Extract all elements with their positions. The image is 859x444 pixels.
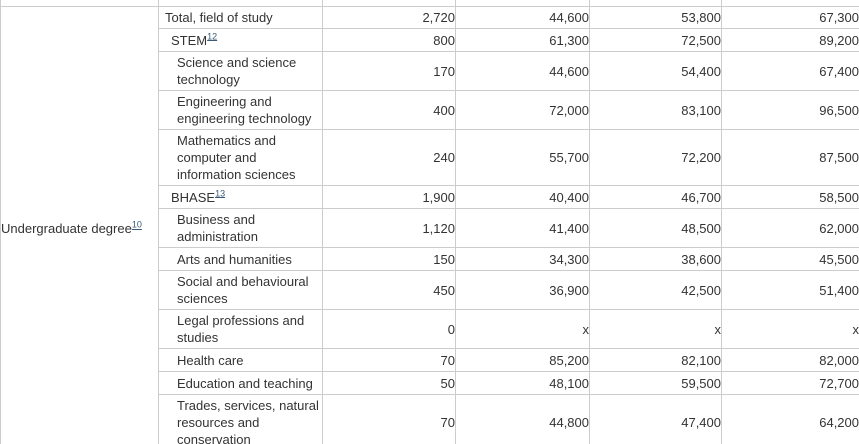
row-label: Undergraduate degree — [1, 221, 132, 236]
value-cell: 150 — [322, 247, 456, 271]
field-of-study-label-cell: Engineering and engineering technology — [158, 90, 323, 130]
value-cell: 85,200 — [455, 348, 590, 372]
value-cell: 72,500 — [589, 28, 722, 52]
value-cell: 51,400 — [721, 270, 859, 310]
value-cell: 240 — [322, 129, 456, 186]
value-cell: 800 — [322, 28, 456, 52]
value-cell: 45,500 — [721, 247, 859, 271]
field-of-study-label-cell: Education and teaching — [158, 371, 323, 395]
row-label: Total, field of study — [165, 10, 273, 25]
value-cell: 59,500 — [589, 371, 722, 395]
value-cell: 83,100 — [589, 90, 722, 130]
field-of-study-label-cell: Legal professions and studies — [158, 309, 323, 349]
row-label: BHASE — [171, 189, 216, 205]
field-of-study-label-cell: Trades, services, natural resources and … — [158, 394, 323, 444]
row-label: STEM — [171, 32, 208, 48]
value-cell: 58,500 — [721, 185, 859, 209]
value-cell: 89,200 — [721, 28, 859, 52]
value-cell: 96,500 — [721, 90, 859, 130]
value-cell: 36,900 — [455, 270, 590, 310]
footnote-superscript: 10 — [132, 220, 142, 230]
footnote-link-12[interactable]: 12 — [207, 31, 218, 42]
field-of-study-label-cell: Arts and humanities — [158, 247, 323, 271]
value-cell: 64,200 — [721, 394, 859, 444]
table-row: Trades, services, natural resources and … — [1, 394, 859, 444]
footnote-superscript: 13 — [215, 188, 225, 198]
value-cell: 44,800 — [455, 394, 590, 444]
value-cell: 46,700 — [589, 185, 722, 209]
table-row: STEM12 800 61,300 72,500 89,200 — [1, 28, 859, 52]
value-cell: 82,000 — [721, 348, 859, 372]
value-cell: x — [721, 309, 859, 349]
value-cell: 44,600 — [455, 51, 590, 91]
footnote-link-10[interactable]: 10 — [131, 219, 142, 230]
field-of-study-label-cell: BHASE13 — [158, 185, 323, 209]
table-row: Health care 70 85,200 82,100 82,000 — [1, 348, 859, 372]
row-label: Science and science technology — [177, 55, 297, 87]
value-cell: 54,400 — [589, 51, 722, 91]
table-row: Business and administration 1,120 41,400 48… — [1, 208, 859, 248]
table-row: Education and teaching 50 48,100 59,500 72,7… — [1, 371, 859, 395]
value-cell: 62,000 — [721, 208, 859, 248]
value-cell: 82,100 — [589, 348, 722, 372]
row-label: Education and teaching — [177, 375, 313, 391]
field-of-study-label-cell: Mathematics and computer and information… — [158, 129, 323, 186]
value-cell: 40,400 — [455, 185, 590, 209]
value-cell: 70 — [322, 394, 456, 444]
table-row: Arts and humanities 150 34,300 38,600 45,500 — [1, 247, 859, 271]
value-cell: 67,400 — [721, 51, 859, 91]
field-of-study-label-cell: Science and science technology — [158, 51, 323, 91]
value-cell: 70 — [322, 348, 456, 372]
value-cell: 47,400 — [589, 394, 722, 444]
field-of-study-label-cell: Health care — [158, 348, 323, 372]
row-label: Trades, services, natural resources and … — [177, 398, 319, 444]
table-row: Engineering and engineering technology 40… — [1, 90, 859, 130]
value-cell: 72,700 — [721, 371, 859, 395]
field-of-study-label-cell: STEM12 — [158, 28, 323, 52]
value-cell: 450 — [322, 270, 456, 310]
value-cell: 50 — [322, 371, 456, 395]
value-cell: 48,100 — [455, 371, 590, 395]
table-row: Legal professions and studies 0 x x x — [1, 309, 859, 349]
value-cell: 53,800 — [589, 6, 722, 29]
value-cell: 42,500 — [589, 270, 722, 310]
value-cell: 44,600 — [455, 6, 590, 29]
row-label: Mathematics and computer and information… — [177, 133, 296, 182]
footnote-superscript: 12 — [207, 31, 217, 41]
row-label: Arts and humanities — [177, 251, 292, 267]
value-cell: x — [455, 309, 590, 349]
value-cell: 41,400 — [455, 208, 590, 248]
value-cell: 400 — [322, 90, 456, 130]
row-label: Social and behavioural sciences — [177, 274, 309, 306]
value-cell: 72,200 — [589, 129, 722, 186]
field-of-study-label-cell: Social and behavioural sciences — [158, 270, 323, 310]
value-cell: 38,600 — [589, 247, 722, 271]
row-label: Business and administration — [177, 212, 258, 244]
row-label: Engineering and engineering technology — [177, 94, 312, 126]
table-row: Undergraduate degree10 Total, field of st… — [0, 6, 859, 444]
value-cell: 1,120 — [322, 208, 456, 248]
value-cell: 67,300 — [721, 6, 859, 29]
value-cell: 55,700 — [455, 129, 590, 186]
value-cell: 72,000 — [455, 90, 590, 130]
value-cell: 87,500 — [721, 129, 859, 186]
table-row: Mathematics and computer and information… — [1, 129, 859, 186]
row-label: Health care — [177, 352, 244, 368]
value-cell: 1,900 — [322, 185, 456, 209]
value-cell: 0 — [322, 309, 456, 349]
row-group-cell-undergraduate-degree: Undergraduate degree10 — [0, 6, 159, 444]
row-label: Legal professions and studies — [177, 313, 305, 345]
value-cell: 170 — [322, 51, 456, 91]
field-of-study-label-cell: Total, field of study — [158, 6, 323, 29]
value-cell: 34,300 — [455, 247, 590, 271]
field-of-study-label-cell: Business and administration — [158, 208, 323, 248]
value-cell: 2,720 — [322, 6, 456, 29]
value-cell: 48,500 — [589, 208, 722, 248]
value-cell: x — [589, 309, 722, 349]
footnote-link-13[interactable]: 13 — [215, 188, 226, 199]
value-cell: 61,300 — [455, 28, 590, 52]
